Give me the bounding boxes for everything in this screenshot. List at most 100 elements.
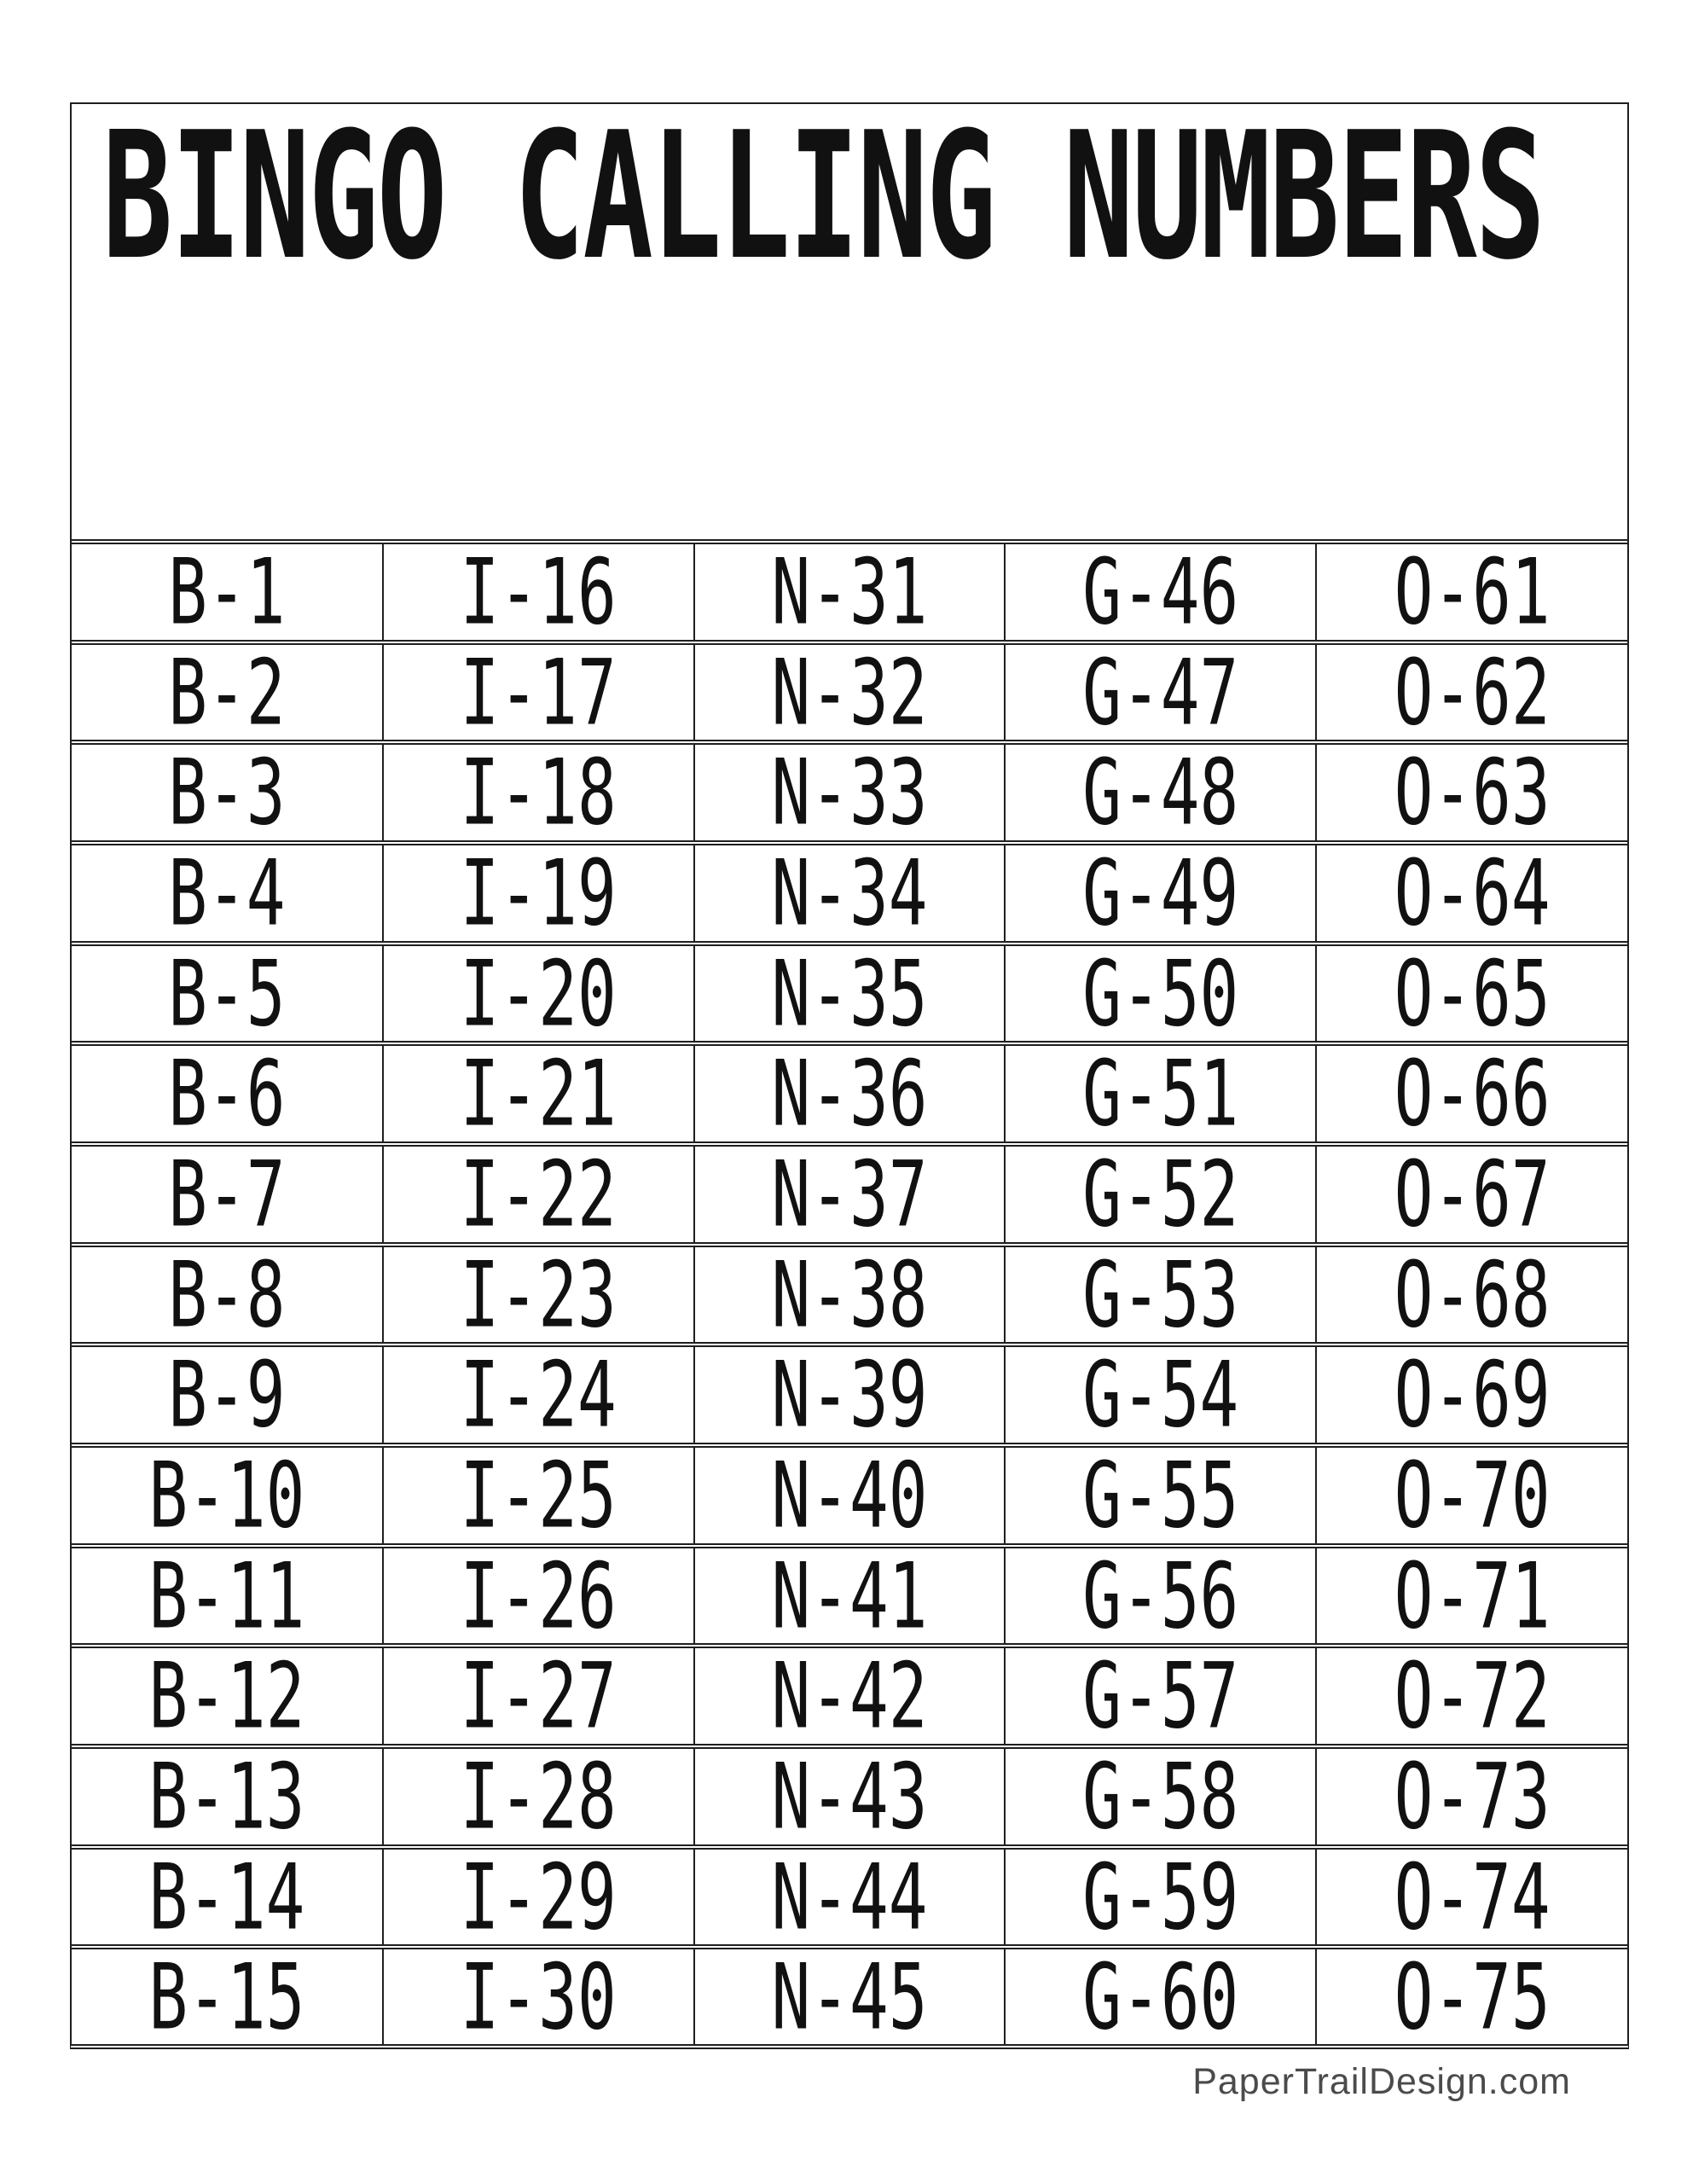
- bingo-cell-text: I-19: [460, 839, 617, 946]
- bingo-cell-text: B-3: [168, 739, 286, 845]
- bingo-cell: O-68: [1315, 1240, 1627, 1348]
- bingo-cell-text: O-75: [1394, 1943, 1551, 2050]
- bingo-cell: N-44: [693, 1844, 1006, 1948]
- bingo-cell: I-29: [381, 1843, 694, 1950]
- bingo-cell: B-12: [72, 1642, 383, 1749]
- page-title: BINGO CALLING NUMBERS: [102, 96, 1545, 299]
- bingo-cell-text: G-53: [1082, 1240, 1239, 1348]
- bingo-cell-text: I-20: [460, 939, 617, 1047]
- bingo-cell-text: B-12: [148, 1642, 305, 1749]
- bingo-cell-text: N-41: [771, 1542, 928, 1649]
- bingo-cell-text: O-70: [1394, 1441, 1551, 1548]
- bingo-cell: G-59: [1004, 1843, 1317, 1950]
- bingo-cell: G-60: [1004, 1944, 1317, 2044]
- bingo-cell-text: G-56: [1082, 1542, 1239, 1649]
- bingo-cell: B-3: [72, 739, 383, 845]
- bingo-cell: N-40: [693, 1443, 1006, 1546]
- site-credit-text: PaperTrailDesign.com: [1192, 2061, 1571, 2102]
- bingo-cell-text: I-29: [460, 1843, 617, 1950]
- bingo-cell: O-61: [1315, 537, 1627, 645]
- bingo-cell: G-51: [1004, 1041, 1317, 1145]
- bingo-cell-text: N-33: [771, 739, 928, 845]
- bingo-cell-text: I-23: [460, 1240, 617, 1348]
- bingo-cell-text: B-5: [168, 939, 286, 1047]
- bingo-cell: B-1: [72, 537, 383, 645]
- bingo-cell-text: O-72: [1394, 1642, 1551, 1749]
- bingo-cell-text: N-37: [771, 1140, 928, 1247]
- bingo-cell-text: O-67: [1394, 1140, 1551, 1247]
- bingo-cell: N-34: [693, 840, 1006, 944]
- bingo-cell: N-37: [693, 1140, 1006, 1247]
- bingo-cell: N-33: [693, 739, 1006, 845]
- bingo-cell: I-18: [381, 740, 694, 844]
- bingo-cell-text: G-49: [1082, 839, 1239, 946]
- bingo-table-frame: BINGO CALLING NUMBERS B-1 I-16 N-31 G-46 O-6…: [70, 102, 1629, 2049]
- bingo-cell: I-19: [381, 839, 694, 946]
- bingo-cell-text: B-1: [168, 537, 286, 645]
- bingo-cell: G-48: [1004, 740, 1317, 844]
- table-row: B-11 I-26 N-41 G-56 O-71: [72, 1542, 1627, 1649]
- bingo-cell-text: O-63: [1394, 739, 1551, 845]
- bingo-table: B-1 I-16 N-31 G-46 O-61 B-2 I-17 N-32 G-47 O-62 B-…: [72, 539, 1627, 2044]
- bingo-cell: B-5: [72, 939, 383, 1047]
- bingo-cell-text: I-22: [460, 1140, 617, 1247]
- bingo-cell-text: B-6: [168, 1040, 286, 1147]
- bingo-cell: N-36: [693, 1041, 1006, 1145]
- bingo-cell-text: O-65: [1394, 939, 1551, 1047]
- bingo-cell-text: I-21: [460, 1040, 617, 1147]
- bingo-cell: I-21: [381, 1040, 694, 1147]
- bingo-cell: G-54: [1004, 1342, 1317, 1446]
- bingo-cell-text: B-13: [148, 1742, 305, 1850]
- bingo-cell-text: O-66: [1394, 1040, 1551, 1147]
- table-row: B-9 I-24 N-39 G-54 O-69: [72, 1341, 1627, 1448]
- table-row: B-8 I-23 N-38 G-53 O-68: [72, 1240, 1627, 1348]
- bingo-cell-text: G-55: [1082, 1441, 1239, 1548]
- table-row: B-5 I-20 N-35 G-50 O-65: [72, 939, 1627, 1047]
- bingo-cell: O-73: [1315, 1744, 1627, 1847]
- bingo-cell-text: G-47: [1082, 638, 1239, 746]
- bingo-cell-text: B-2: [168, 638, 286, 746]
- bingo-cell-text: O-69: [1394, 1341, 1551, 1448]
- table-row: B-14 I-29 N-44 G-59 O-74: [72, 1843, 1627, 1950]
- bingo-cell-text: B-8: [168, 1240, 286, 1348]
- bingo-cell: B-10: [72, 1441, 383, 1548]
- bingo-cell-text: B-10: [148, 1441, 305, 1548]
- bingo-cell: N-32: [693, 639, 1006, 743]
- bingo-cell: B-15: [72, 1944, 383, 2044]
- bingo-cell: N-39: [693, 1342, 1006, 1446]
- bingo-cell: G-46: [1004, 539, 1317, 642]
- bingo-cell: I-25: [381, 1443, 694, 1546]
- bingo-cell-text: N-31: [771, 537, 928, 645]
- bingo-cell-text: G-57: [1082, 1642, 1239, 1749]
- bingo-cell: I-20: [381, 939, 694, 1047]
- bingo-cell-text: I-26: [460, 1542, 617, 1649]
- bingo-table-body: B-1 I-16 N-31 G-46 O-61 B-2 I-17 N-32 G-47 O-62 B-…: [72, 537, 1627, 2050]
- bingo-cell: B-13: [72, 1742, 383, 1850]
- bingo-cell-text: N-45: [771, 1943, 928, 2050]
- bingo-cell: G-58: [1004, 1742, 1317, 1850]
- bingo-cell-text: O-61: [1394, 537, 1551, 645]
- bingo-cell: B-8: [72, 1240, 383, 1348]
- table-row: B-1 I-16 N-31 G-46 O-61: [72, 537, 1627, 645]
- bingo-cell-text: G-58: [1082, 1742, 1239, 1850]
- bingo-cell: B-11: [72, 1542, 383, 1647]
- bingo-cell: N-31: [693, 537, 1006, 645]
- bingo-cell-text: I-30: [460, 1943, 617, 2050]
- bingo-cell: I-23: [381, 1240, 694, 1348]
- table-row: B-2 I-17 N-32 G-47 O-62: [72, 638, 1627, 746]
- bingo-cell: I-16: [381, 539, 694, 642]
- bingo-cell: O-71: [1315, 1542, 1627, 1647]
- bingo-cell: B-14: [72, 1844, 383, 1948]
- bingo-cell: G-57: [1004, 1642, 1317, 1749]
- bingo-cell-text: O-74: [1394, 1843, 1551, 1950]
- bingo-cell: I-30: [381, 1943, 694, 2050]
- bingo-cell: O-69: [1315, 1341, 1627, 1448]
- bingo-cell: B-6: [72, 1040, 383, 1147]
- bingo-cell: B-9: [72, 1342, 383, 1446]
- bingo-cell-text: G-59: [1082, 1843, 1239, 1950]
- bingo-cell: N-42: [693, 1643, 1006, 1747]
- bingo-cell: N-38: [693, 1241, 1006, 1345]
- bingo-cell-text: O-68: [1394, 1240, 1551, 1348]
- bingo-cell-text: I-24: [460, 1341, 617, 1448]
